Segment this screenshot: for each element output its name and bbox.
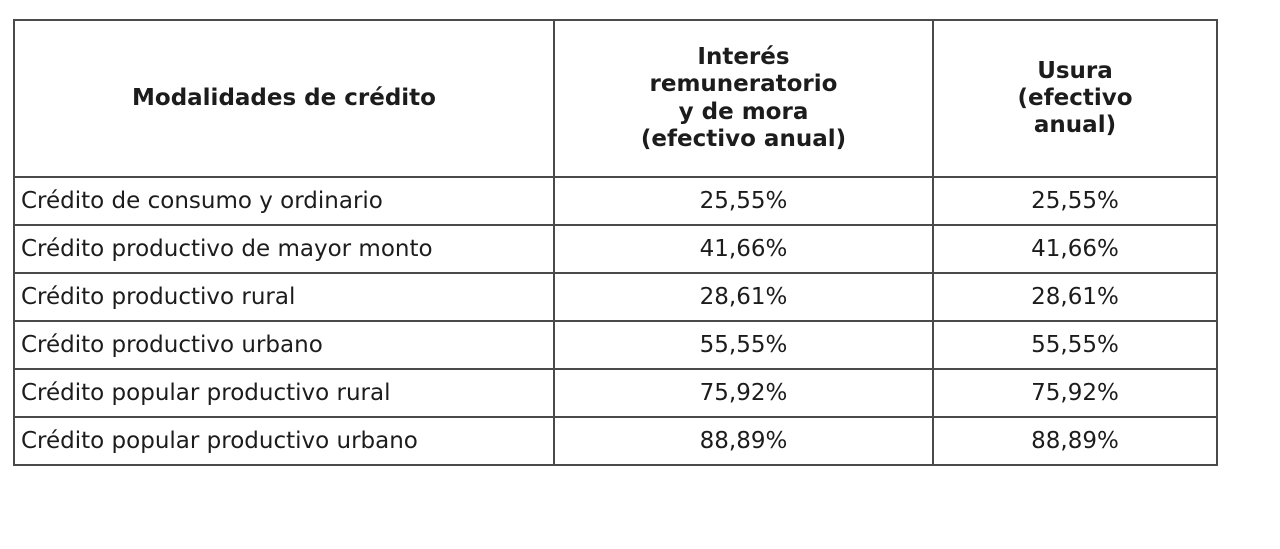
usura-cell: 28,61%	[932, 272, 1218, 322]
usura-cell: 55,55%	[932, 320, 1218, 370]
interes-cell: 88,89%	[553, 416, 934, 466]
modality-cell: Crédito productivo urbano	[13, 320, 555, 370]
modality-cell: Crédito productivo de mayor monto	[13, 224, 555, 274]
header-modalidades: Modalidades de crédito	[13, 19, 555, 178]
table-row: Crédito popular productivo urbano 88,89%…	[13, 416, 1218, 466]
interes-cell: 25,55%	[553, 176, 934, 226]
modality-cell: Crédito popular productivo rural	[13, 368, 555, 418]
usura-cell: 25,55%	[932, 176, 1218, 226]
table-row: Crédito popular productivo rural 75,92% …	[13, 368, 1218, 418]
modality-cell: Crédito productivo rural	[13, 272, 555, 322]
usura-cell: 41,66%	[932, 224, 1218, 274]
modality-cell: Crédito popular productivo urbano	[13, 416, 555, 466]
table-row: Crédito de consumo y ordinario 25,55% 25…	[13, 176, 1218, 226]
table-header-row: Modalidades de crédito Interés remunerat…	[13, 19, 1218, 178]
usura-cell: 88,89%	[932, 416, 1218, 466]
interes-cell: 55,55%	[553, 320, 934, 370]
interes-cell: 41,66%	[553, 224, 934, 274]
table-row: Crédito productivo urbano 55,55% 55,55%	[13, 320, 1218, 370]
table-row: Crédito productivo de mayor monto 41,66%…	[13, 224, 1218, 274]
header-usura: Usura (efectivo anual)	[932, 19, 1218, 178]
usura-cell: 75,92%	[932, 368, 1218, 418]
credit-rates-table: Modalidades de crédito Interés remunerat…	[13, 19, 1218, 466]
table-row: Crédito productivo rural 28,61% 28,61%	[13, 272, 1218, 322]
header-interes-remuneratorio: Interés remuneratorio y de mora (efectiv…	[553, 19, 934, 178]
modality-cell: Crédito de consumo y ordinario	[13, 176, 555, 226]
interes-cell: 28,61%	[553, 272, 934, 322]
interes-cell: 75,92%	[553, 368, 934, 418]
